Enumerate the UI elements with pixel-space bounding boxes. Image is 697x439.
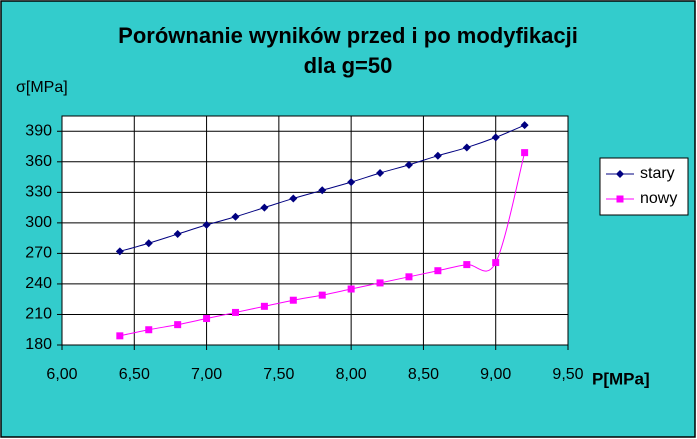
legend-marker xyxy=(616,170,624,178)
data-point xyxy=(173,230,182,239)
data-point xyxy=(202,220,211,229)
x-axis-label: P[MPa] xyxy=(592,369,650,388)
legend-label: nowy xyxy=(640,190,677,207)
data-point xyxy=(318,291,326,299)
data-point xyxy=(318,186,327,195)
plot-border xyxy=(61,115,569,346)
data-point xyxy=(376,279,384,287)
y-axis-label: σ[MPa] xyxy=(16,79,68,96)
x-tick-label: 7,00 xyxy=(191,366,222,383)
data-point xyxy=(260,302,268,310)
data-point xyxy=(231,308,239,316)
data-point xyxy=(491,133,500,142)
data-point xyxy=(433,151,442,160)
data-point xyxy=(347,285,355,293)
data-point xyxy=(492,259,500,267)
data-point xyxy=(289,194,298,203)
y-tick-label: 180 xyxy=(25,336,52,353)
chart-title: Porównanie wyników przed i po modyfikacj… xyxy=(118,23,578,48)
y-tick-label: 240 xyxy=(25,275,52,292)
plot-area xyxy=(62,116,568,345)
x-tick-label: 9,50 xyxy=(552,366,583,383)
data-point xyxy=(463,261,471,269)
legend-box xyxy=(599,157,689,216)
x-tick-label: 9,00 xyxy=(480,366,511,383)
data-point xyxy=(376,168,385,177)
data-point xyxy=(521,149,529,157)
y-tick-label: 390 xyxy=(25,122,52,139)
data-point xyxy=(203,315,211,323)
legend-label: stary xyxy=(640,165,675,182)
legend-marker xyxy=(616,195,624,203)
data-point xyxy=(404,160,413,169)
data-point xyxy=(231,212,240,221)
data-point xyxy=(145,326,153,334)
x-tick-label: 7,50 xyxy=(263,366,294,383)
x-tick-label: 8,00 xyxy=(336,366,367,383)
y-tick-label: 270 xyxy=(25,245,52,262)
y-tick-label: 330 xyxy=(25,184,52,201)
data-point xyxy=(405,273,413,281)
x-tick-label: 8,50 xyxy=(408,366,439,383)
chart-subtitle: dla g=50 xyxy=(304,53,393,78)
data-point xyxy=(144,239,153,248)
data-point xyxy=(260,203,269,212)
data-point xyxy=(174,321,182,329)
data-point xyxy=(520,121,529,130)
x-tick-label: 6,50 xyxy=(119,366,150,383)
x-tick-label: 6,00 xyxy=(46,366,77,383)
data-point xyxy=(116,332,124,340)
y-tick-label: 210 xyxy=(25,306,52,323)
data-point xyxy=(347,178,356,187)
y-tick-label: 300 xyxy=(25,214,52,231)
y-tick-label: 360 xyxy=(25,153,52,170)
data-point xyxy=(434,267,442,275)
data-point xyxy=(289,296,297,304)
data-point xyxy=(462,143,471,152)
data-point xyxy=(115,247,124,256)
